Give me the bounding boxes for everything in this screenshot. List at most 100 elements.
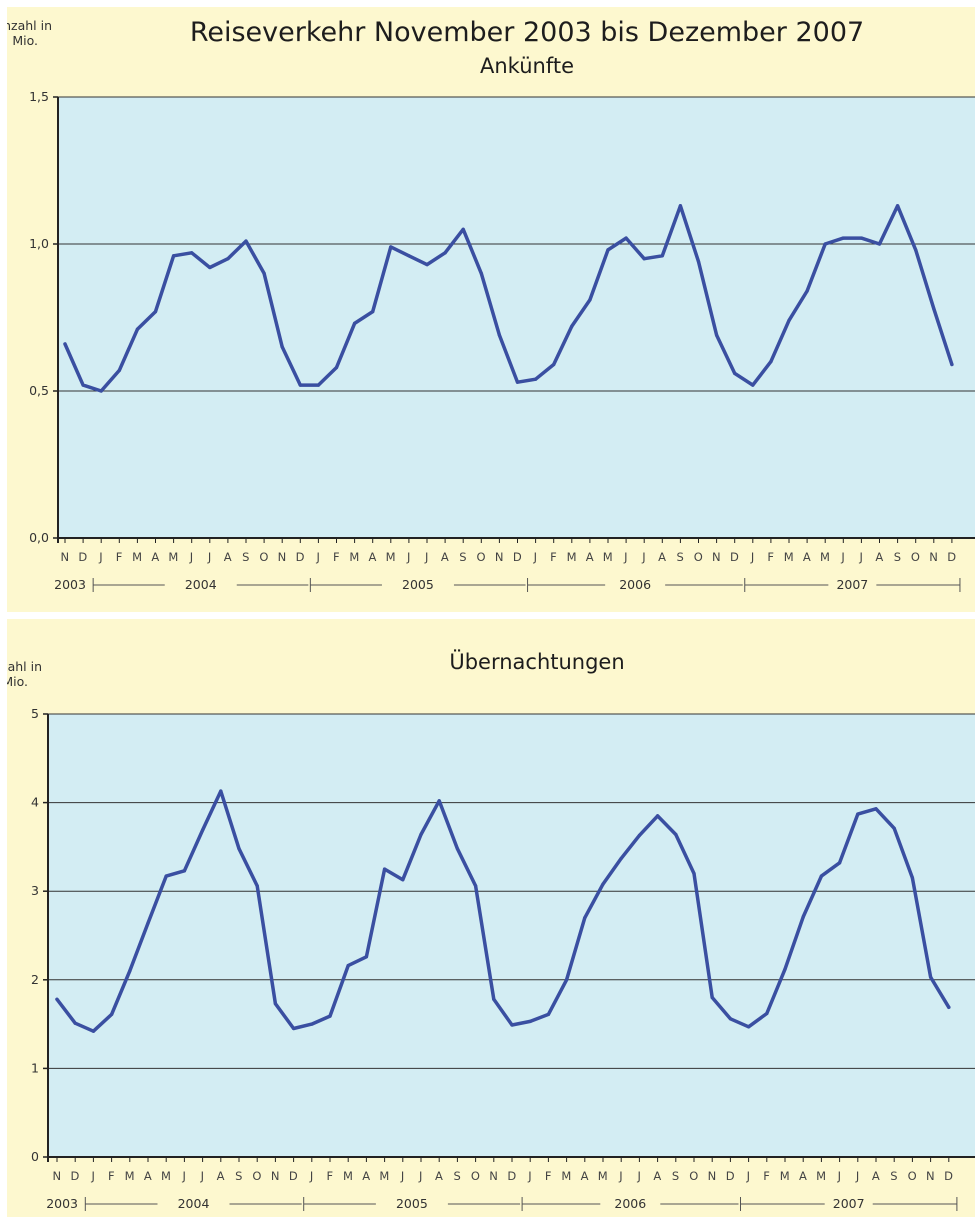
x-month-label: D xyxy=(726,1169,735,1183)
data-point xyxy=(110,1012,114,1016)
data-point xyxy=(787,318,791,323)
series-line xyxy=(63,204,954,393)
data-point xyxy=(255,884,259,888)
data-point xyxy=(692,871,696,876)
data-point xyxy=(164,874,168,878)
x-year-label: 2006 xyxy=(619,577,651,592)
x-month-label: F xyxy=(763,1169,770,1183)
x-month-label: M xyxy=(349,550,359,564)
x-month-label: S xyxy=(453,1169,461,1183)
data-point xyxy=(328,1014,332,1018)
x-month-label: J xyxy=(424,550,429,564)
data-point xyxy=(353,321,357,325)
x-month-label: M xyxy=(379,1169,389,1183)
data-point xyxy=(838,861,842,865)
data-point xyxy=(201,828,205,832)
x-month-label: J xyxy=(750,550,755,564)
data-point xyxy=(546,1012,551,1016)
x-month-label: A xyxy=(653,1169,661,1183)
x-month-label: A xyxy=(441,550,449,564)
x-month-label: A xyxy=(803,550,811,564)
data-point xyxy=(63,342,67,346)
x-year-label: 2006 xyxy=(614,1196,646,1211)
x-month-label: D xyxy=(78,550,87,564)
x-month-label: M xyxy=(603,550,613,564)
data-point xyxy=(172,254,176,258)
data-point xyxy=(190,251,194,255)
y-axis-label-line2: Mio. xyxy=(12,33,38,48)
x-month-label: M xyxy=(816,1169,826,1183)
data-point xyxy=(765,1011,769,1016)
data-point xyxy=(492,997,496,1001)
x-month-label: O xyxy=(259,550,269,564)
x-month-label: F xyxy=(550,550,557,564)
data-point xyxy=(896,204,900,208)
x-month-label: J xyxy=(855,1169,860,1183)
x-month-label: J xyxy=(746,1169,751,1183)
data-point xyxy=(892,826,896,830)
x-month-label: M xyxy=(820,550,830,564)
x-month-label: J xyxy=(641,550,646,564)
x-month-label: A xyxy=(581,1169,589,1183)
y-axis-label-line1: Anzahl in xyxy=(7,18,52,33)
data-point xyxy=(316,383,320,387)
data-point xyxy=(292,1026,296,1031)
x-month-label: A xyxy=(875,550,883,564)
data-point xyxy=(588,298,592,302)
x-month-label: D xyxy=(507,1169,516,1183)
data-point xyxy=(805,289,809,293)
x-month-label: F xyxy=(326,1169,333,1183)
series-line xyxy=(55,789,951,1033)
data-point xyxy=(515,380,520,384)
data-point xyxy=(91,1029,95,1033)
x-month-label: S xyxy=(242,550,250,564)
y-tick-label: 3 xyxy=(31,883,39,898)
x-month-label: J xyxy=(840,550,845,564)
x-month-label: J xyxy=(400,1169,405,1183)
data-point xyxy=(99,389,103,393)
x-month-label: A xyxy=(658,550,666,564)
x-month-label: D xyxy=(296,550,305,564)
data-point xyxy=(208,265,212,270)
data-point xyxy=(914,248,918,252)
y-tick-label: 0,0 xyxy=(29,530,49,545)
x-month-label: O xyxy=(908,1169,918,1183)
x-year-label: 2004 xyxy=(185,577,217,592)
data-point xyxy=(710,995,714,1000)
data-point xyxy=(280,345,284,349)
x-month-label: N xyxy=(712,550,721,564)
x-month-label: J xyxy=(200,1169,205,1183)
x-month-label: N xyxy=(60,550,69,564)
data-point xyxy=(262,271,266,275)
x-month-label: J xyxy=(533,550,538,564)
data-point xyxy=(298,383,302,387)
x-month-label: M xyxy=(784,550,794,564)
data-point xyxy=(153,310,158,314)
x-year-label: 2005 xyxy=(402,577,434,592)
plot-area xyxy=(48,714,975,1157)
data-point xyxy=(565,978,569,982)
data-point xyxy=(674,832,678,837)
x-month-label: S xyxy=(890,1169,898,1183)
x-month-label: M xyxy=(343,1169,353,1183)
x-month-label: J xyxy=(189,550,194,564)
x-month-label: D xyxy=(944,1169,953,1183)
data-point xyxy=(859,236,864,240)
x-month-label: M xyxy=(132,550,142,564)
x-month-label: A xyxy=(217,1169,225,1183)
data-point xyxy=(728,1017,733,1021)
data-point xyxy=(364,955,368,959)
y-tick-label: 1 xyxy=(31,1060,39,1075)
x-month-label: F xyxy=(545,1169,552,1183)
data-point xyxy=(443,251,447,255)
data-point xyxy=(310,1022,314,1026)
x-month-label: J xyxy=(406,550,411,564)
y-tick-label: 2 xyxy=(31,972,39,987)
overnight-stays-chart-panel: Übernachtungen Anzahl inMio.012345NDJFMA… xyxy=(7,619,975,1217)
x-month-label: M xyxy=(567,550,577,564)
x-year-label: 2003 xyxy=(54,577,86,592)
x-month-label: A xyxy=(224,550,232,564)
y-axis-label-line2: Mio. xyxy=(7,674,28,689)
data-point xyxy=(146,921,150,925)
data-point xyxy=(715,333,719,337)
